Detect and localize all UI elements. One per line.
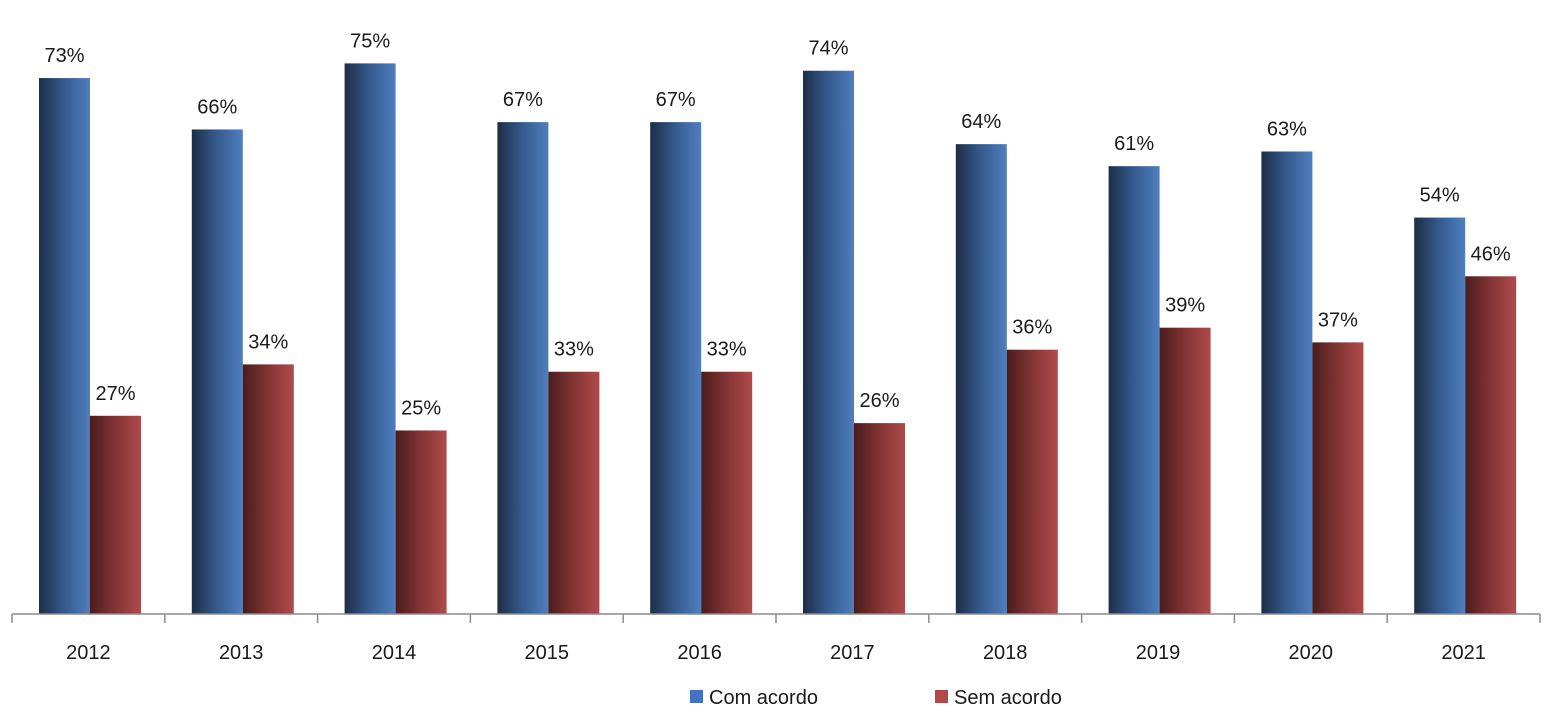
data-label-sem-acordo-2013: 34% xyxy=(248,331,288,353)
x-tick-label-2014: 2014 xyxy=(372,642,417,664)
data-label-sem-acordo-2020: 37% xyxy=(1318,309,1358,331)
data-label-com-acordo-2016: 67% xyxy=(656,89,696,111)
data-label-com-acordo-2017: 74% xyxy=(808,38,848,60)
category-group-2015: 67% 33% xyxy=(497,89,600,614)
bar-sem-acordo-2013 xyxy=(242,364,294,614)
bar-sem-acordo-2016 xyxy=(701,371,753,614)
bar-sem-acordo-2020 xyxy=(1312,342,1364,614)
bar-sem-acordo-2012 xyxy=(90,415,141,614)
bar-com-acordo-2018 xyxy=(955,144,1007,614)
legend-item-sem-acordo: Sem acordo xyxy=(935,687,1062,709)
data-label-com-acordo-2014: 75% xyxy=(350,30,390,52)
data-label-com-acordo-2018: 64% xyxy=(961,111,1001,133)
category-group-2021: 54% 46% xyxy=(1414,185,1517,614)
category-group-2012: 73% 27% xyxy=(39,45,141,614)
legend: Com acordo Sem acordo xyxy=(690,687,1062,709)
category-group-2013: 66% 34% xyxy=(191,96,294,614)
category-group-2020: 63% 37% xyxy=(1261,118,1364,615)
x-tick-label-2015: 2015 xyxy=(525,642,570,664)
category-group-2014: 75% 25% xyxy=(344,30,447,614)
data-label-com-acordo-2013: 66% xyxy=(197,96,237,118)
category-group-2016: 67% 33% xyxy=(650,89,753,614)
data-label-sem-acordo-2019: 39% xyxy=(1165,295,1205,317)
x-tick-label-2013: 2013 xyxy=(219,642,264,664)
bar-com-acordo-2019 xyxy=(1108,166,1160,615)
x-tick-label-2016: 2016 xyxy=(677,642,722,664)
data-label-com-acordo-2021: 54% xyxy=(1420,185,1460,207)
x-tick-label-2018: 2018 xyxy=(983,642,1028,664)
bar-com-acordo-2020 xyxy=(1261,151,1313,615)
bar-sem-acordo-2014 xyxy=(395,430,447,614)
legend-label-com-acordo: Com acordo xyxy=(709,687,818,709)
data-label-sem-acordo-2021: 46% xyxy=(1471,243,1511,265)
legend-swatch-sem-acordo xyxy=(935,690,948,703)
data-label-com-acordo-2015: 67% xyxy=(503,89,543,111)
data-label-com-acordo-2020: 63% xyxy=(1267,118,1307,140)
bar-com-acordo-2016 xyxy=(650,122,702,614)
bar-com-acordo-2015 xyxy=(497,122,549,614)
bar-com-acordo-2021 xyxy=(1414,217,1466,614)
x-tick-label-2019: 2019 xyxy=(1136,642,1181,664)
x-tick-label-2020: 2020 xyxy=(1289,642,1334,664)
bar-sem-acordo-2015 xyxy=(548,371,600,614)
data-label-com-acordo-2019: 61% xyxy=(1114,133,1154,155)
data-label-sem-acordo-2015: 33% xyxy=(554,339,594,361)
x-tick-label-2012: 2012 xyxy=(66,642,111,664)
legend-item-com-acordo: Com acordo xyxy=(690,687,818,709)
bar-sem-acordo-2018 xyxy=(1006,349,1058,614)
plot-area: 73% 27% 2012 66% 34% 2013 75% 25% 2014 67% 33% 2015… xyxy=(11,30,1541,664)
bar-com-acordo-2017 xyxy=(803,70,854,615)
data-label-sem-acordo-2016: 33% xyxy=(707,339,747,361)
bar-com-acordo-2012 xyxy=(39,78,90,614)
bar-com-acordo-2013 xyxy=(191,129,243,614)
category-group-2019: 61% 39% xyxy=(1108,133,1211,615)
data-label-sem-acordo-2017: 26% xyxy=(859,390,899,412)
bar-sem-acordo-2019 xyxy=(1159,327,1211,614)
category-group-2017: 74% 26% xyxy=(803,38,905,615)
legend-label-sem-acordo: Sem acordo xyxy=(954,687,1062,709)
data-label-sem-acordo-2014: 25% xyxy=(401,397,441,419)
x-tick-label-2017: 2017 xyxy=(830,642,875,664)
data-label-sem-acordo-2018: 36% xyxy=(1012,317,1052,339)
x-tick-label-2021: 2021 xyxy=(1441,642,1486,664)
data-label-com-acordo-2012: 73% xyxy=(44,45,84,67)
bar-sem-acordo-2017 xyxy=(854,423,905,614)
bar-com-acordo-2014 xyxy=(344,63,396,614)
data-label-sem-acordo-2012: 27% xyxy=(95,383,135,405)
legend-swatch-com-acordo xyxy=(690,690,703,703)
category-group-2018: 64% 36% xyxy=(955,111,1058,614)
bar-sem-acordo-2021 xyxy=(1465,276,1517,614)
